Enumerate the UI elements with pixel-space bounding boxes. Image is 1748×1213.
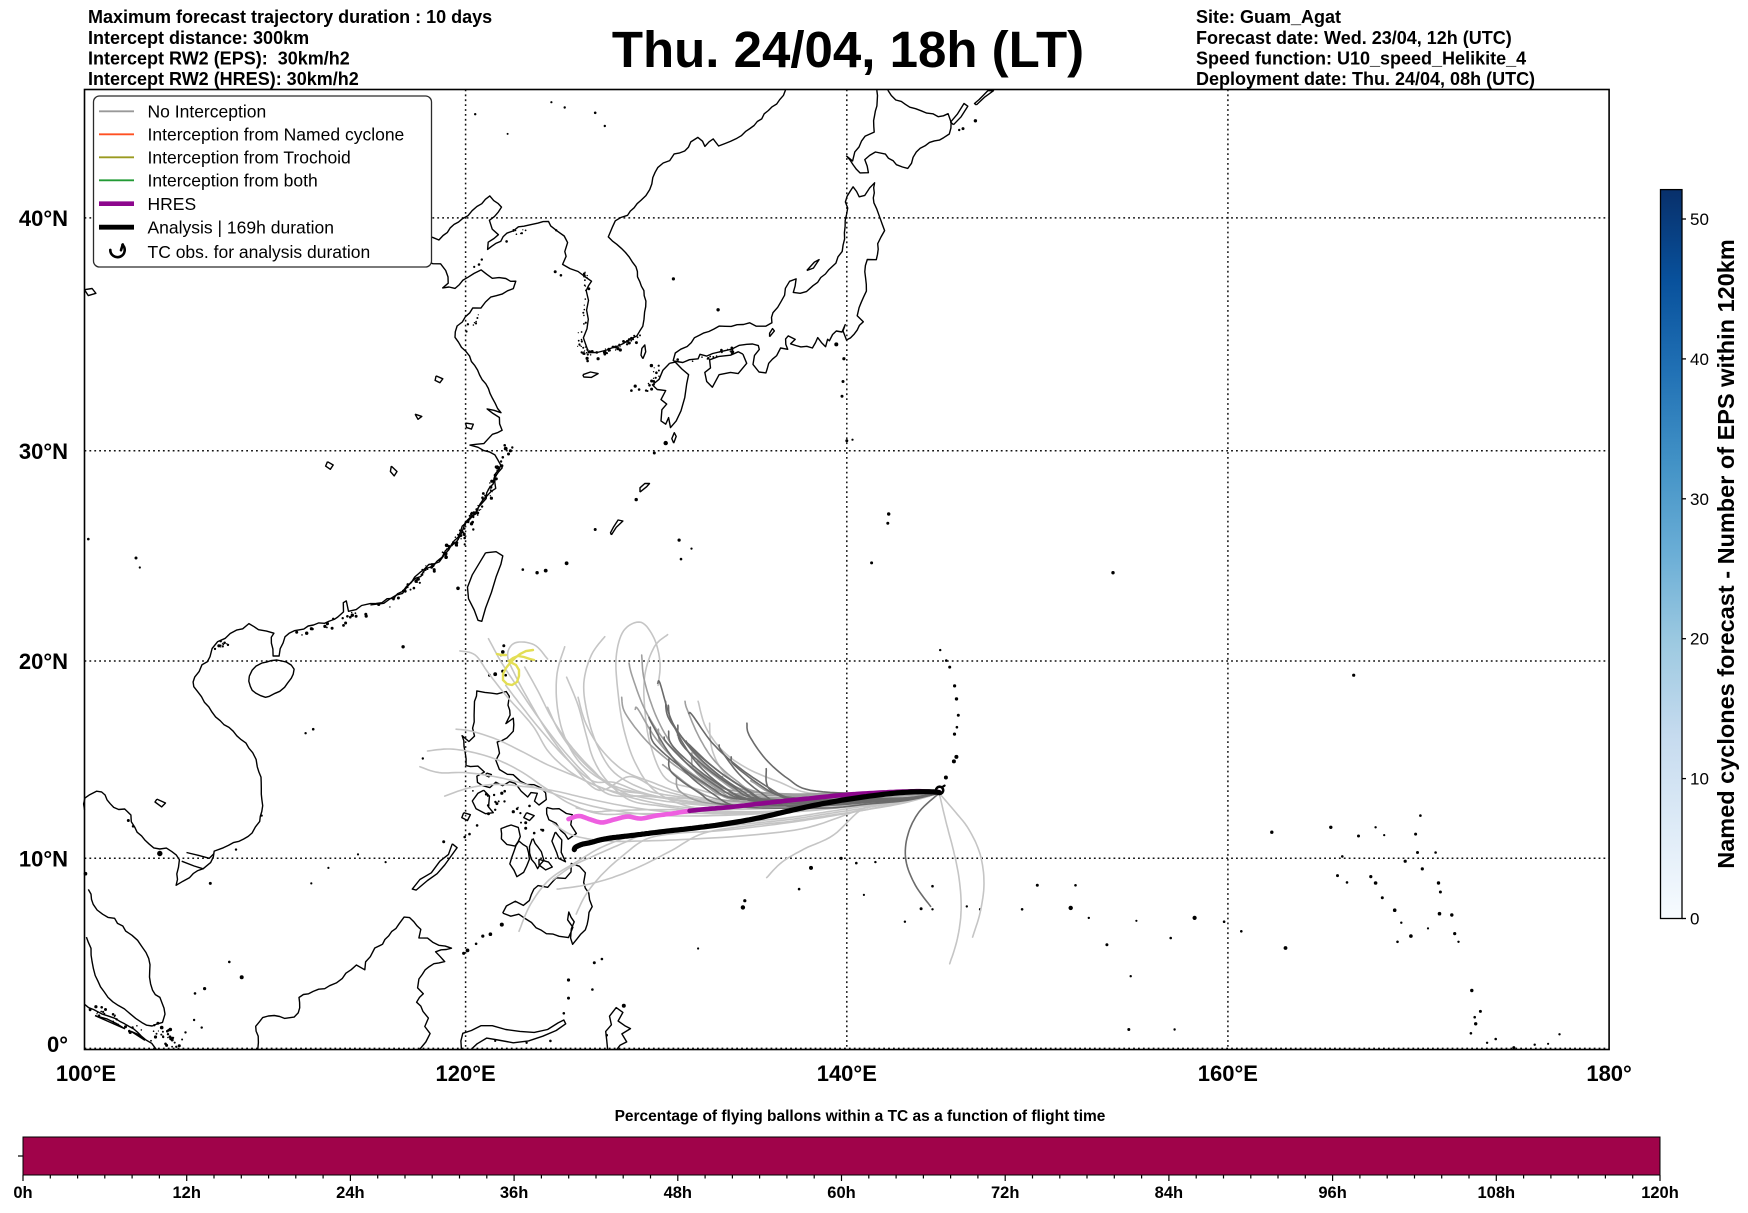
svg-text:Speed function: U10_speed_Heli: Speed function: U10_speed_Helikite_4 bbox=[1196, 48, 1526, 68]
svg-text:120h: 120h bbox=[1641, 1184, 1679, 1202]
svg-text:Site: Guam_Agat: Site: Guam_Agat bbox=[1196, 7, 1341, 27]
svg-text:Interception from Trochoid: Interception from Trochoid bbox=[148, 148, 351, 168]
svg-text:Deployment date: Thu. 24/04, 0: Deployment date: Thu. 24/04, 08h (UTC) bbox=[1196, 69, 1535, 89]
svg-text:50: 50 bbox=[1690, 210, 1709, 229]
svg-text:TC obs. for analysis duration: TC obs. for analysis duration bbox=[148, 242, 371, 262]
svg-text:60h: 60h bbox=[827, 1184, 855, 1202]
svg-text:96h: 96h bbox=[1318, 1184, 1346, 1202]
svg-text:Thu. 24/04, 18h (LT): Thu. 24/04, 18h (LT) bbox=[612, 21, 1084, 78]
svg-text:Intercept RW2 (HRES): 30km/h2: Intercept RW2 (HRES): 30km/h2 bbox=[88, 69, 359, 89]
svg-text:30: 30 bbox=[1690, 490, 1709, 509]
svg-text:30°N: 30°N bbox=[19, 439, 68, 464]
svg-text:48h: 48h bbox=[664, 1184, 692, 1202]
svg-text:No Interception: No Interception bbox=[148, 102, 267, 122]
svg-text:180°: 180° bbox=[1586, 1061, 1632, 1086]
svg-text:140°E: 140°E bbox=[817, 1061, 877, 1086]
svg-text:Intercept distance: 300km: Intercept distance: 300km bbox=[88, 28, 309, 48]
svg-text:Intercept RW2 (EPS): 30km/h2: Intercept RW2 (EPS): 30km/h2 bbox=[88, 48, 350, 68]
svg-text:100°E: 100°E bbox=[56, 1061, 116, 1086]
svg-text:20: 20 bbox=[1690, 630, 1709, 649]
svg-text:Named cyclones forecast - Numb: Named cyclones forecast - Number of EPS … bbox=[1713, 239, 1739, 868]
svg-text:Maximum forecast trajectory du: Maximum forecast trajectory duration : 1… bbox=[88, 7, 492, 27]
svg-text:24h: 24h bbox=[336, 1184, 364, 1202]
svg-text:36h: 36h bbox=[500, 1184, 528, 1202]
svg-text:HRES: HRES bbox=[148, 194, 197, 214]
svg-text:10°N: 10°N bbox=[19, 846, 68, 871]
svg-text:84h: 84h bbox=[1155, 1184, 1183, 1202]
svg-text:0h: 0h bbox=[13, 1184, 32, 1202]
svg-text:0°: 0° bbox=[47, 1032, 68, 1057]
svg-text:Percentage of flying ballons w: Percentage of flying ballons within a TC… bbox=[615, 1108, 1106, 1125]
svg-text:Interception from Named cyclon: Interception from Named cyclone bbox=[148, 125, 405, 145]
svg-text:20°N: 20°N bbox=[19, 649, 68, 674]
svg-text:120°E: 120°E bbox=[436, 1061, 496, 1086]
svg-text:40°N: 40°N bbox=[19, 206, 68, 231]
svg-text:12h: 12h bbox=[172, 1184, 200, 1202]
svg-text:Analysis | 169h duration: Analysis | 169h duration bbox=[148, 217, 334, 237]
svg-text:108h: 108h bbox=[1477, 1184, 1515, 1202]
svg-text:Forecast date: Wed. 23/04, 12h: Forecast date: Wed. 23/04, 12h (UTC) bbox=[1196, 28, 1512, 48]
svg-text:Interception from both: Interception from both bbox=[148, 171, 318, 191]
svg-text:10: 10 bbox=[1690, 770, 1709, 789]
svg-text:40: 40 bbox=[1690, 350, 1709, 369]
svg-text:72h: 72h bbox=[991, 1184, 1019, 1202]
svg-text:160°E: 160°E bbox=[1198, 1061, 1258, 1086]
svg-text:0: 0 bbox=[1690, 910, 1699, 929]
